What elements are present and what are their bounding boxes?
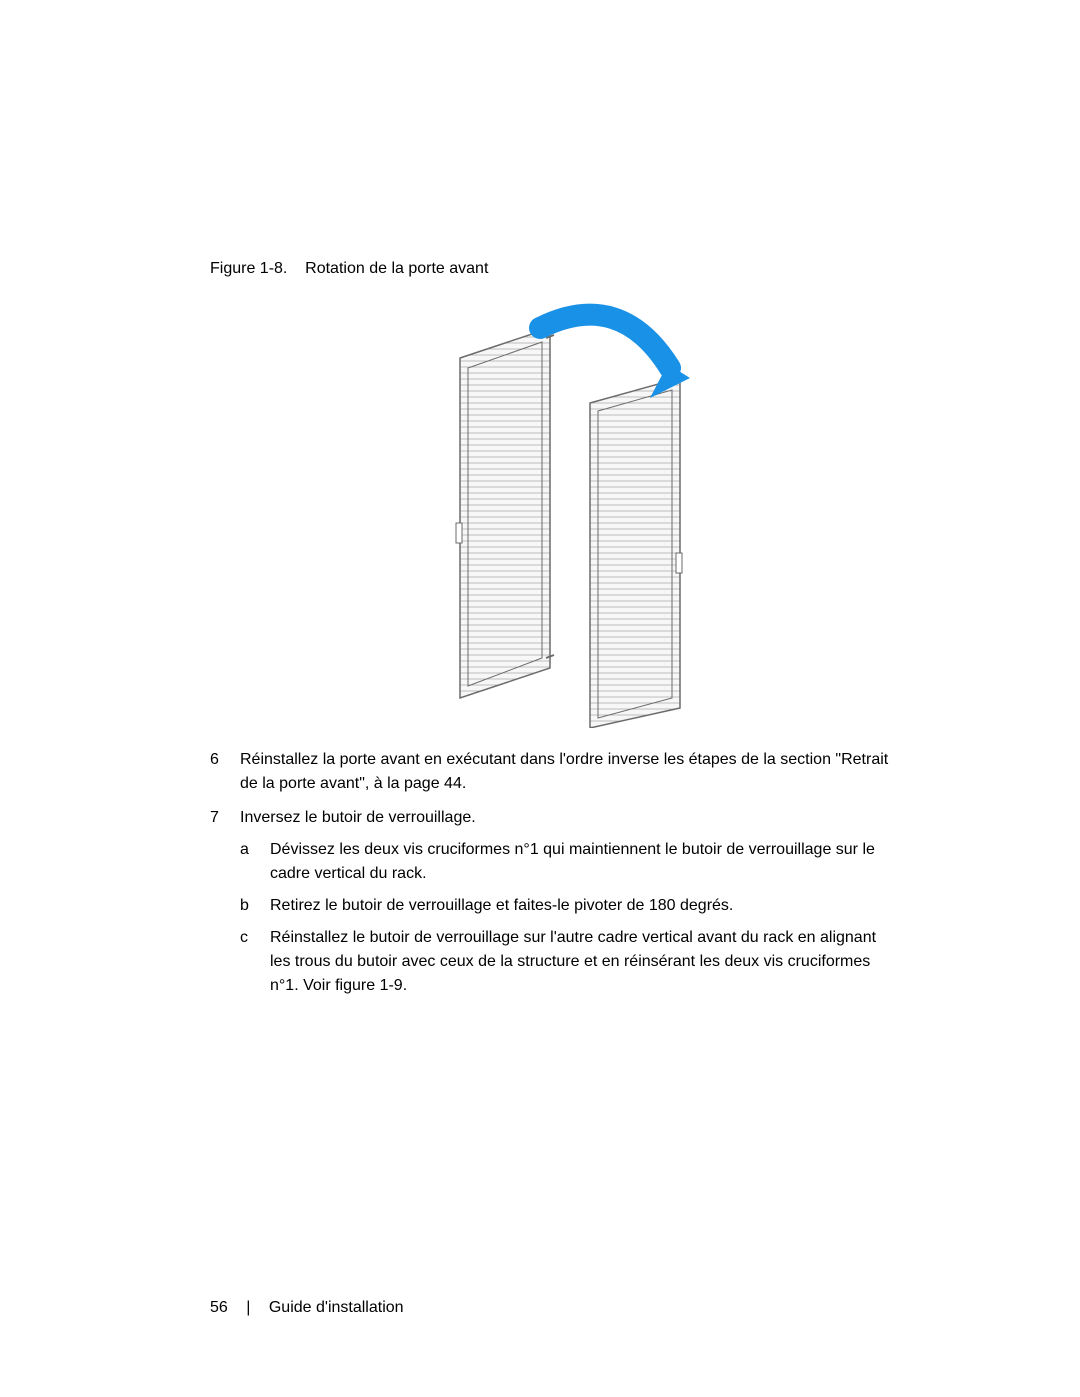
step-body: Inversez le butoir de verrouillage. a Dé… — [240, 806, 890, 1006]
step-6: 6 Réinstallez la porte avant en exécutan… — [210, 748, 890, 796]
right-door — [590, 378, 682, 728]
footer-separator: | — [246, 1299, 250, 1316]
step-7: 7 Inversez le butoir de verrouillage. a … — [210, 806, 890, 1006]
doc-title: Guide d'installation — [269, 1299, 404, 1316]
step-text: Inversez le butoir de verrouillage. — [240, 806, 890, 830]
page-number: 56 — [210, 1299, 228, 1316]
figure-caption-prefix: Figure 1-8. — [210, 260, 287, 277]
substep-text: Retirez le butoir de verrouillage et fai… — [270, 894, 890, 918]
substep-letter: c — [240, 926, 270, 998]
figure-caption-text: Rotation de la porte avant — [305, 260, 488, 277]
step-number: 6 — [210, 748, 240, 796]
substep-letter: b — [240, 894, 270, 918]
rotation-arrow-icon — [540, 315, 690, 398]
substep-letter: a — [240, 838, 270, 886]
substep-c: c Réinstallez le butoir de verrouillage … — [240, 926, 890, 998]
substeps: a Dévissez les deux vis cruciformes n°1 … — [240, 838, 890, 998]
figure-caption: Figure 1-8. Rotation de la porte avant — [210, 260, 890, 278]
figure-illustration — [210, 298, 890, 728]
step-list: 6 Réinstallez la porte avant en exécutan… — [210, 748, 890, 1006]
substep-b: b Retirez le butoir de verrouillage et f… — [240, 894, 890, 918]
door-rotation-svg — [340, 298, 760, 728]
substep-text: Dévissez les deux vis cruciformes n°1 qu… — [270, 838, 890, 886]
page: Figure 1-8. Rotation de la porte avant — [0, 0, 1080, 1397]
substep-a: a Dévissez les deux vis cruciformes n°1 … — [240, 838, 890, 886]
content-block: Figure 1-8. Rotation de la porte avant — [210, 260, 890, 1016]
step-number: 7 — [210, 806, 240, 1006]
substep-text: Réinstallez le butoir de verrouillage su… — [270, 926, 890, 998]
step-text: Réinstallez la porte avant en exécutant … — [240, 748, 890, 796]
page-footer: 56 | Guide d'installation — [210, 1299, 404, 1317]
left-door — [456, 328, 554, 698]
